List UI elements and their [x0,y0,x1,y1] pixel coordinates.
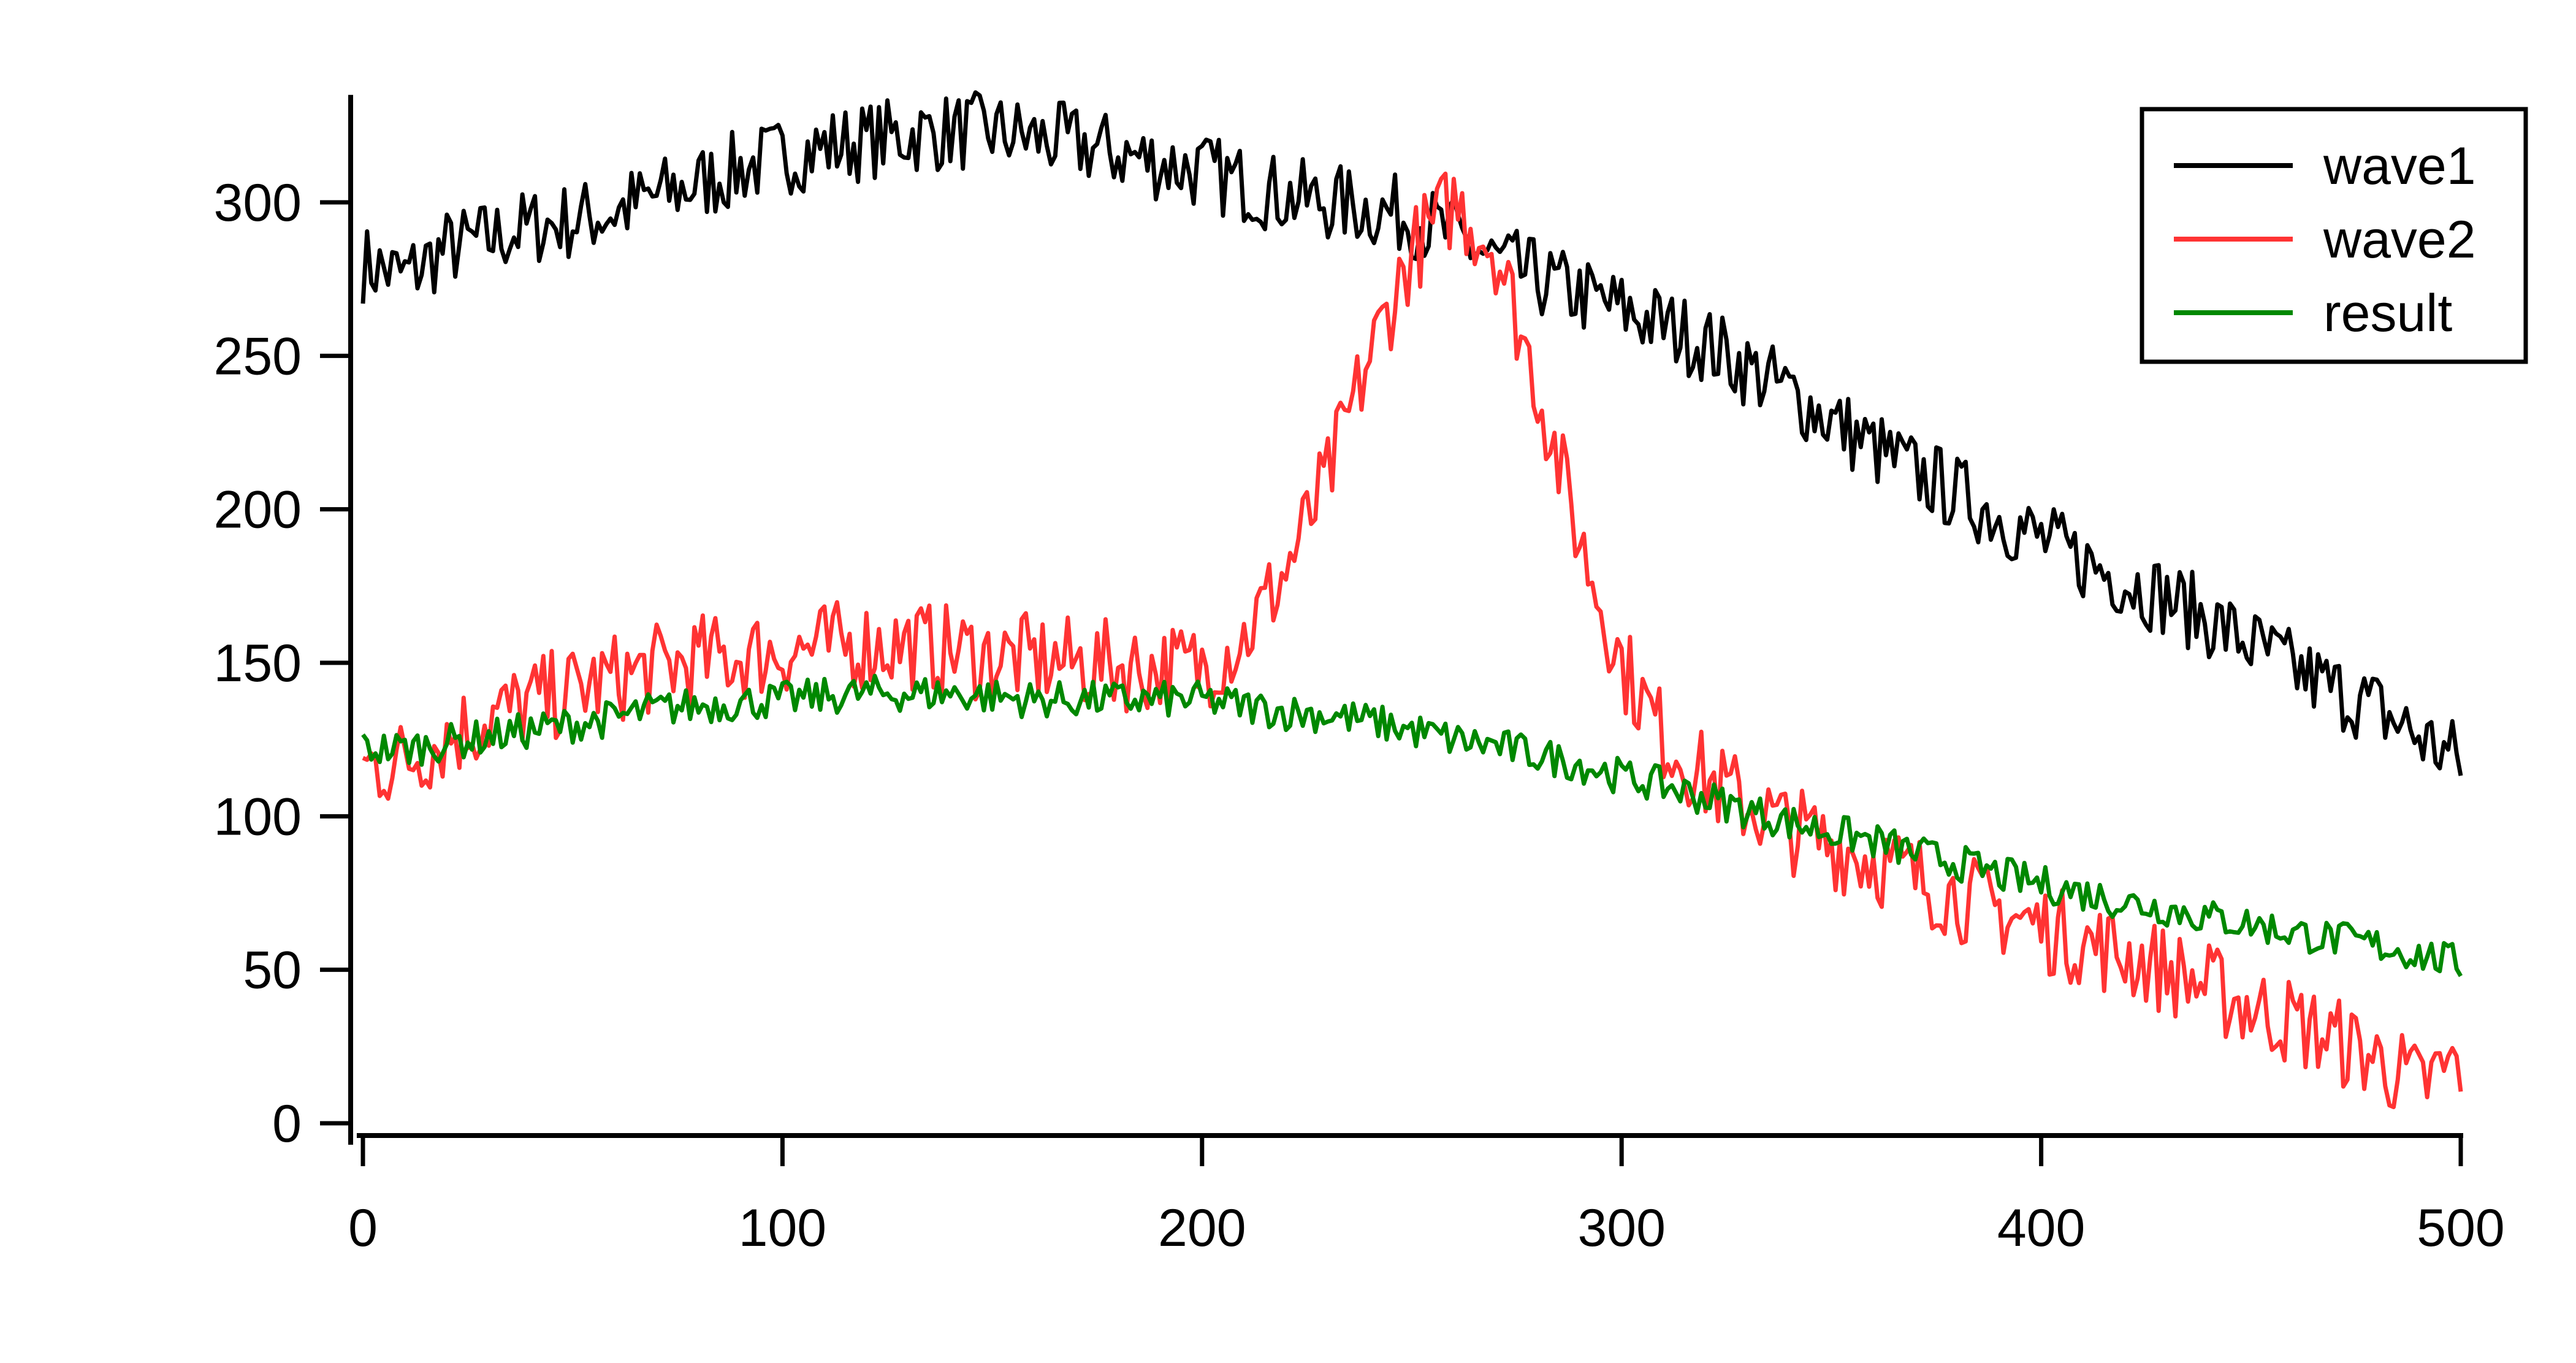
y-tick-label: 200 [214,481,302,540]
legend: wave1 wave2 result [2140,107,2528,364]
y-tick-label: 300 [214,174,302,232]
series-line-result [361,673,2463,977]
x-tick-label: 0 [348,1199,378,1258]
x-tick-label: 300 [1577,1199,1666,1258]
legend-label-wave1: wave1 [2323,137,2476,196]
y-tick-label: 250 [214,327,302,386]
legend-label-result: result [2323,284,2452,343]
x-tick-label: 200 [1158,1199,1246,1258]
series-lines [360,90,2463,1109]
legend-box [2140,107,2528,364]
x-tick-label: 400 [1997,1199,2086,1258]
y-tick-label: 150 [214,634,302,693]
x-tick-label: 100 [739,1199,827,1258]
legend-label-wave2: wave2 [2323,210,2476,269]
x-tick-label: 500 [2417,1199,2505,1258]
axes: 0 50 100 150 200 250 300 0 100 200 300 400 500 [214,94,2505,1258]
y-tick-label: 50 [243,941,302,1000]
y-tick-label: 100 [214,787,302,846]
y-tick-label: 0 [272,1094,302,1153]
